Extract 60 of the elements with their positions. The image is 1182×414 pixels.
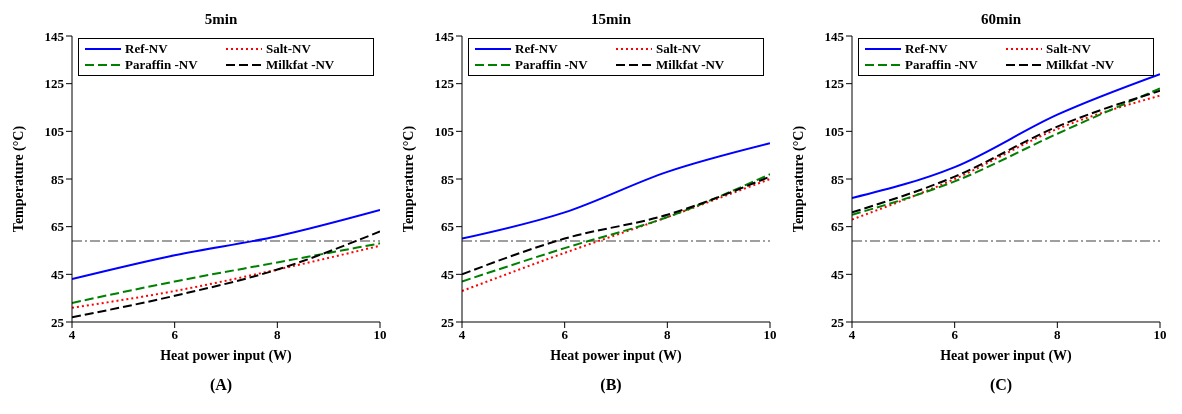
- x-tick-label: 6: [561, 327, 569, 343]
- legend-label: Milkfat -NV: [656, 57, 725, 73]
- y-tick-label: 125: [44, 76, 65, 92]
- y-tick-label: 85: [831, 171, 845, 187]
- y-axis-title: Temperature (°C): [790, 125, 807, 233]
- x-axis-title: Heat power input (W): [550, 348, 683, 364]
- x-tick-label: 4: [458, 327, 466, 343]
- x-tick-label: 6: [951, 327, 959, 343]
- legend-label: Ref-NV: [515, 41, 558, 57]
- legend-label: Paraffin -NV: [515, 57, 588, 73]
- x-tick-label: 10: [373, 327, 387, 343]
- chart-title: 5min: [204, 11, 238, 27]
- line-series: [462, 142, 770, 240]
- y-tick-label: 25: [831, 314, 845, 330]
- text: (B): [599, 376, 623, 394]
- x-axis-title: Heat power input (W): [940, 348, 1073, 364]
- x-axis-title: Heat power input (W): [160, 348, 293, 364]
- y-tick-label: 25: [441, 314, 455, 330]
- y-tick-label: 25: [51, 314, 65, 330]
- y-tick-label: 105: [824, 123, 845, 139]
- legend-label: Ref-NV: [905, 41, 948, 57]
- y-tick-label: 45: [441, 266, 455, 282]
- y-tick-label: 85: [51, 171, 65, 187]
- legend-label: Paraffin -NV: [905, 57, 978, 73]
- x-tick-label: 8: [664, 327, 672, 343]
- chart-title: 60min: [980, 11, 1022, 27]
- line-series: [72, 208, 380, 281]
- legend-label: Ref-NV: [125, 41, 168, 57]
- text: (A): [208, 376, 234, 394]
- legend-label: Paraffin -NV: [125, 57, 198, 73]
- legend-label: Salt-NV: [1046, 41, 1091, 57]
- y-tick-label: 145: [434, 28, 455, 44]
- text: (C): [988, 376, 1014, 394]
- y-tick-label: 125: [824, 76, 845, 92]
- x-tick-label: 4: [848, 327, 856, 343]
- legend-label: Milkfat -NV: [1046, 57, 1115, 73]
- x-tick-label: 8: [1054, 327, 1062, 343]
- x-tick-label: 8: [274, 327, 282, 343]
- y-tick-label: 105: [44, 123, 65, 139]
- y-tick-label: 125: [434, 76, 455, 92]
- y-axis-title: Temperature (°C): [400, 125, 417, 233]
- y-tick-label: 85: [441, 171, 455, 187]
- chart-title: 15min: [590, 11, 632, 27]
- x-tick-label: 10: [763, 327, 777, 343]
- x-tick-label: 4: [68, 327, 76, 343]
- legend-label: Salt-NV: [656, 41, 701, 57]
- y-tick-label: 65: [831, 219, 845, 235]
- y-tick-label: 45: [831, 266, 845, 282]
- y-tick-label: 65: [441, 219, 455, 235]
- y-tick-label: 105: [434, 123, 455, 139]
- y-axis-title: Temperature (°C): [10, 125, 27, 233]
- line-series: [852, 73, 1160, 200]
- y-tick-label: 65: [51, 219, 65, 235]
- y-tick-label: 145: [44, 28, 65, 44]
- legend-label: Salt-NV: [266, 41, 311, 57]
- legend-label: Milkfat -NV: [266, 57, 335, 73]
- y-tick-label: 145: [824, 28, 845, 44]
- x-tick-label: 10: [1153, 327, 1167, 343]
- x-tick-label: 6: [171, 327, 179, 343]
- y-tick-label: 45: [51, 266, 65, 282]
